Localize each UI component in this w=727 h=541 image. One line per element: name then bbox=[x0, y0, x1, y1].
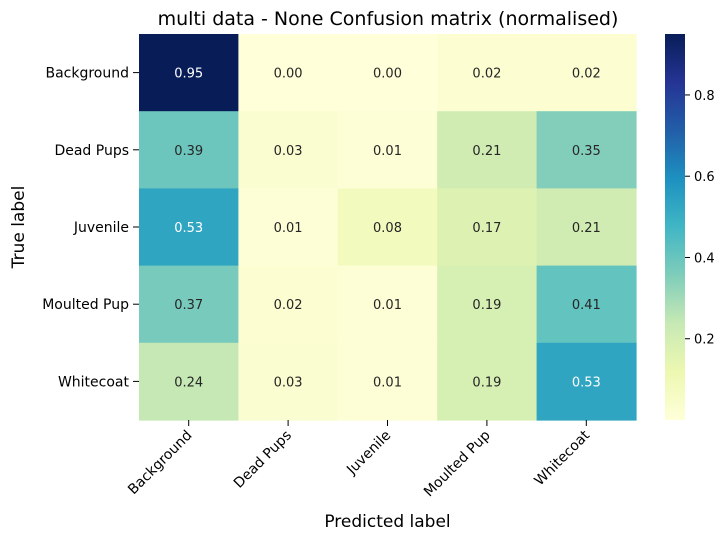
heatmap-cell-r4-c4 bbox=[536, 342, 637, 421]
cell-value-label: 0.19 bbox=[472, 375, 501, 390]
cell-value-label: 0.41 bbox=[572, 298, 601, 313]
colorbar-ticks: 0.2 0.4 0.6 0.8 bbox=[685, 89, 715, 348]
x-tick-label: Background bbox=[125, 428, 195, 498]
heatmap-cell-r0-c2 bbox=[337, 34, 438, 112]
cell-value-label: 0.37 bbox=[174, 298, 203, 313]
heatmap-cell-r2-c2 bbox=[337, 188, 438, 267]
x-axis-ticks: Background Dead Pups Juvenile Moulted Pup Wh… bbox=[125, 420, 593, 500]
heatmap-cell-r3-c0 bbox=[139, 265, 239, 344]
heatmap-cell-r3-c3 bbox=[437, 265, 538, 344]
y-tick-label: Moulted Pup bbox=[42, 297, 129, 313]
heatmap-cell-r0-c0 bbox=[139, 34, 239, 112]
heatmap-cell-r3-c2 bbox=[337, 265, 438, 344]
cell-value-label: 0.02 bbox=[274, 298, 303, 313]
heatmap-cell-r1-c2 bbox=[337, 111, 438, 189]
cell-value-label: 0.08 bbox=[373, 221, 402, 236]
x-tick-label: Juvenile bbox=[343, 428, 394, 479]
cell-value-label: 0.00 bbox=[274, 67, 303, 82]
heatmap-cell-r2-c3 bbox=[437, 188, 538, 267]
heatmap-cell-r2-c4 bbox=[536, 188, 637, 267]
heatmap-cell-r4-c3 bbox=[437, 342, 538, 421]
colorbar bbox=[665, 34, 685, 420]
x-tick-label: Whitecoat bbox=[532, 427, 594, 489]
heatmap-cell-r4-c0 bbox=[139, 342, 239, 421]
heatmap-cells: 0.95 0.00 0.00 0.02 0.02 0.39 0.03 0.01 0.21 0.35… bbox=[139, 34, 637, 421]
cell-value-label: 0.01 bbox=[373, 375, 402, 390]
cell-value-label: 0.03 bbox=[274, 144, 303, 159]
x-tick-label: Moulted Pup bbox=[421, 427, 494, 500]
heatmap-cell-r2-c0 bbox=[139, 188, 239, 267]
cell-value-label: 0.02 bbox=[472, 67, 501, 82]
cell-value-label: 0.03 bbox=[274, 375, 303, 390]
colorbar-tick-label: 0.6 bbox=[694, 170, 715, 185]
cell-value-label: 0.01 bbox=[373, 144, 402, 159]
heatmap-cell-r1-c3 bbox=[437, 111, 538, 189]
heatmap-cell-r3-c1 bbox=[238, 265, 339, 344]
heatmap-cell-r3-c4 bbox=[536, 265, 637, 344]
y-tick-label: Background bbox=[45, 66, 129, 82]
cell-value-label: 0.00 bbox=[373, 67, 402, 82]
heatmap-cell-r1-c0 bbox=[139, 111, 239, 189]
y-tick-label: Dead Pups bbox=[54, 143, 129, 159]
cell-value-label: 0.53 bbox=[572, 375, 601, 390]
heatmap-cell-r1-c1 bbox=[238, 111, 339, 189]
y-axis-ticks: Background Dead Pups Juvenile Moulted Pup Wh… bbox=[42, 66, 139, 390]
y-tick-label: Whitecoat bbox=[58, 374, 130, 390]
cell-value-label: 0.01 bbox=[274, 221, 303, 236]
cell-value-label: 0.24 bbox=[174, 375, 203, 390]
colorbar-tick-label: 0.4 bbox=[694, 251, 715, 266]
heatmap-cell-r0-c4 bbox=[536, 34, 637, 112]
heatmap-cell-r4-c2 bbox=[337, 342, 438, 421]
cell-value-label: 0.17 bbox=[472, 221, 501, 236]
cell-value-label: 0.21 bbox=[572, 221, 601, 236]
y-tick-label: Juvenile bbox=[73, 220, 129, 236]
cell-value-label: 0.39 bbox=[174, 144, 203, 159]
cell-value-label: 0.35 bbox=[572, 144, 601, 159]
heatmap-cell-r2-c1 bbox=[238, 188, 339, 267]
heatmap-cell-r1-c4 bbox=[536, 111, 637, 189]
colorbar-tick-label: 0.2 bbox=[694, 333, 715, 348]
x-tick-label: Dead Pups bbox=[231, 428, 295, 492]
cell-value-label: 0.01 bbox=[373, 298, 402, 313]
chart-title: multi data - None Confusion matrix (norm… bbox=[158, 8, 619, 30]
cell-value-label: 0.95 bbox=[174, 67, 203, 82]
cell-value-label: 0.19 bbox=[472, 298, 501, 313]
colorbar-tick-label: 0.8 bbox=[694, 89, 715, 104]
heatmap-cell-r0-c1 bbox=[238, 34, 339, 112]
x-axis-label: Predicted label bbox=[324, 512, 450, 532]
heatmap-cell-r4-c1 bbox=[238, 342, 339, 421]
cell-value-label: 0.21 bbox=[472, 144, 501, 159]
cell-value-label: 0.53 bbox=[174, 221, 203, 236]
y-axis-label: True label bbox=[9, 186, 29, 270]
cell-value-label: 0.02 bbox=[572, 67, 601, 82]
heatmap-cell-r0-c3 bbox=[437, 34, 538, 112]
